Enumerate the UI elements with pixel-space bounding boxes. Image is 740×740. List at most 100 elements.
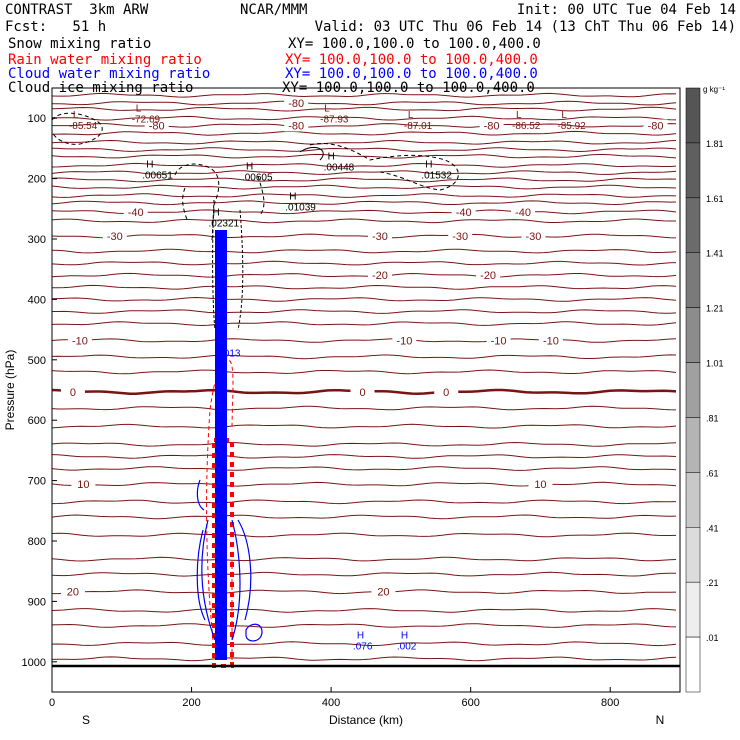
contour-label-bg xyxy=(367,269,392,282)
extremum-marker: H xyxy=(289,192,296,203)
extremum-marker: H xyxy=(401,631,408,642)
y-tick-label: 800 xyxy=(28,536,46,548)
contour-label-bg xyxy=(511,205,535,218)
colorbar-label: 1.21 xyxy=(706,304,724,314)
temperature-line xyxy=(51,170,677,175)
temperature-line xyxy=(51,441,677,447)
forecast-hour: Fcst: 51 h xyxy=(5,19,107,35)
extremum-value: .002 xyxy=(397,642,417,653)
y-tick-label: 300 xyxy=(28,234,46,246)
contour-label-bg xyxy=(643,119,668,132)
temperature-line xyxy=(51,466,677,471)
contour-label: -30 xyxy=(526,231,542,243)
extremum-marker: L xyxy=(516,110,522,121)
colorbar-label: .41 xyxy=(706,523,719,533)
temperature-line xyxy=(51,296,677,302)
temperature-line xyxy=(51,177,677,183)
contour-label-bg xyxy=(538,334,563,347)
extremum-value: -87.93 xyxy=(320,114,349,125)
colorbar-swatch xyxy=(685,362,701,418)
temperature-contours: -80 -80 -80 -80 -80 -40 -40 -40 -30 -30 -30 -30 -20 -… xyxy=(51,92,677,662)
colorbar-swatch xyxy=(685,87,701,144)
temperature-line xyxy=(51,321,677,327)
contour-label-bg xyxy=(434,385,459,398)
temperature-line xyxy=(51,499,677,505)
extremum-marker: H xyxy=(246,161,253,172)
contour-label-bg xyxy=(476,269,501,282)
contour-label: -20 xyxy=(372,270,388,282)
contour-label: 10 xyxy=(77,479,89,491)
contour-label: 0 xyxy=(70,387,76,399)
colorbar-swatch xyxy=(685,142,701,199)
contour-label-bg xyxy=(486,334,511,347)
y-tick-label: 700 xyxy=(28,476,46,488)
colorbar-swatch xyxy=(685,252,701,308)
contour-label-bg xyxy=(123,205,148,218)
field-rain-label: Rain water mixing ratio xyxy=(8,52,202,68)
temperature-contour xyxy=(52,589,677,595)
y-tick-label: 1000 xyxy=(22,657,46,669)
y-axis-label: Pressure (hPa) xyxy=(3,350,17,431)
colorbar-label: 1.61 xyxy=(706,194,724,204)
extremum-value: .02321 xyxy=(208,218,239,229)
cloud-ice-outline xyxy=(51,112,459,241)
contour-label: -80 xyxy=(288,120,304,132)
x-tick-label: 800 xyxy=(601,697,619,709)
field-cloudwater-xy: XY= 100.0,100.0 to 100.0,400.0 xyxy=(285,66,538,82)
contour-label: 20 xyxy=(377,587,389,599)
contour-label: -40 xyxy=(456,207,472,219)
colorbar-swatch xyxy=(685,472,701,528)
temperature-contour xyxy=(51,481,677,487)
contour-label-bg xyxy=(479,119,504,132)
extremum-marker: L xyxy=(561,110,567,121)
colorbar-swatch xyxy=(685,636,701,693)
extremum-value: .00448 xyxy=(324,163,355,174)
temperature-line xyxy=(51,162,677,168)
chart-title: CONTRAST 3km ARW xyxy=(5,2,149,18)
extremum-value: .00605 xyxy=(242,172,273,183)
temperature-line xyxy=(51,92,677,98)
colorbar-label: .61 xyxy=(706,468,719,478)
temperature-line xyxy=(51,405,677,411)
contour-label: -80 xyxy=(648,120,664,132)
x-tick-label: 0 xyxy=(49,697,55,709)
y-tick-label: 100 xyxy=(28,113,46,125)
temperature-contour xyxy=(51,233,677,239)
temperature-line xyxy=(51,139,677,145)
extremum-value: 1.013 xyxy=(215,349,240,360)
extremum-marker: H xyxy=(425,160,432,171)
cloud-ice-outline-upper xyxy=(299,147,324,161)
temperature-contour xyxy=(51,338,677,343)
temperature-line xyxy=(51,571,677,577)
extremum-marker: H xyxy=(146,160,153,171)
y-tick-label: 400 xyxy=(28,294,46,306)
valid-time: Valid: 03 UTC Thu 06 Feb 14 (13 ChT Thu … xyxy=(314,19,736,35)
contour-label: -30 xyxy=(452,231,468,243)
extremum-marker: L xyxy=(324,103,330,114)
contour-label-bg xyxy=(528,478,553,491)
extremum-marker: H xyxy=(219,338,226,349)
extremum-marker: H xyxy=(212,207,219,218)
contour-label-bg xyxy=(67,334,92,347)
contour-label-bg xyxy=(284,97,309,110)
contour-label: -10 xyxy=(72,335,88,347)
extremum-marker: L xyxy=(73,110,79,121)
x-end-label-south: S xyxy=(82,713,90,727)
x-tick-label: 600 xyxy=(461,697,479,709)
temperature-line xyxy=(51,608,677,613)
colorbar-label: 1.41 xyxy=(706,249,724,259)
temperature-contour xyxy=(51,209,677,215)
field-snow-xy: XY= 100.0,100.0 to 100.0,400.0 xyxy=(288,36,541,52)
temperature-line xyxy=(51,656,677,662)
contour-label: -80 xyxy=(149,120,165,132)
x-tick-label: 200 xyxy=(182,697,200,709)
temperature-line xyxy=(51,200,677,206)
init-time: Init: 00 UTC Tue 04 Feb 14 xyxy=(516,2,736,18)
extremum-marker: L xyxy=(136,103,142,114)
colorbar-swatch xyxy=(685,197,701,253)
temperature-line xyxy=(51,354,677,360)
contour-label-bg xyxy=(521,229,546,242)
temperature-line xyxy=(51,147,677,153)
contour-label: -80 xyxy=(288,98,304,110)
